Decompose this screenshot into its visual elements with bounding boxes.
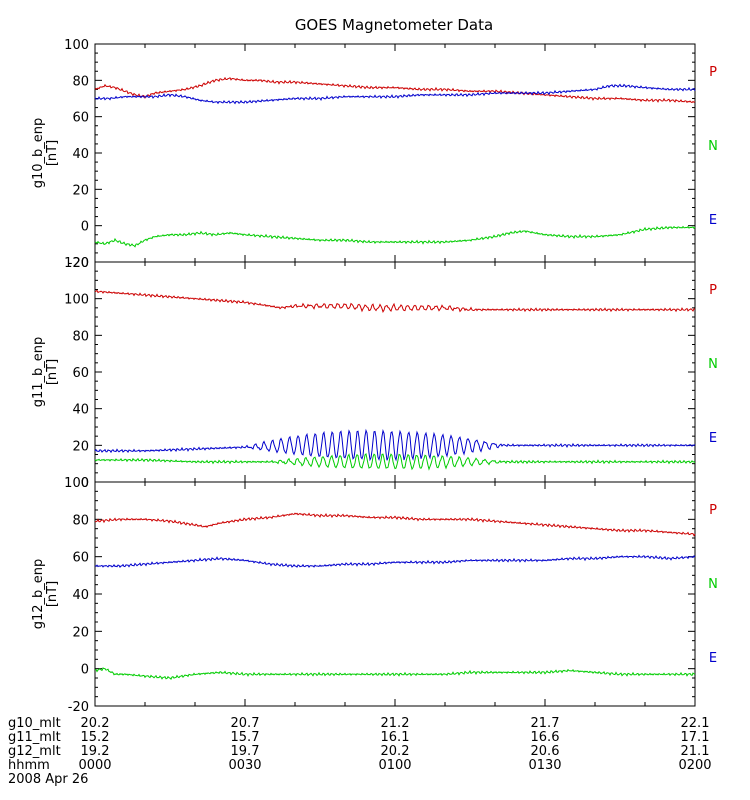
y-axis-unit: [nT] (45, 581, 60, 607)
panel-1: -20 0 20 40 60 80 100 g10_b_enp [nT] P N E (31, 38, 718, 271)
x-tick-label: 16.6 (531, 730, 560, 745)
series-line-E (94, 554, 696, 568)
y-tick-label: 120 (64, 256, 89, 271)
x-tick-label: 15.7 (231, 730, 260, 745)
x-tick-label: 20.2 (81, 716, 110, 731)
series-line-N (94, 225, 696, 248)
y-axis-unit: [nT] (45, 359, 60, 385)
y-axis-label: g10_b_enp (31, 118, 46, 189)
x-tick-label: 0000 (78, 758, 111, 773)
series-line-N (94, 667, 696, 680)
series-line-P (94, 512, 696, 537)
y-tick-label: 20 (72, 625, 89, 640)
x-tick-label: 21.7 (531, 716, 560, 731)
x-tick-label: 19.7 (231, 744, 260, 759)
y-tick-label: -20 (68, 256, 89, 271)
y-tick-label: 100 (64, 38, 89, 53)
x-tick-label: 21.2 (381, 716, 410, 731)
series-line-N (94, 453, 696, 471)
x-tick-label: 16.1 (381, 730, 410, 745)
x-tick-label: 17.1 (681, 730, 710, 745)
series-line-E (94, 83, 696, 105)
legend-N: N (708, 577, 718, 592)
plot-frame (94, 43, 696, 263)
legend-N: N (708, 357, 718, 372)
date-label: 2008 Apr 26 (8, 772, 88, 787)
panel-3: -20 0 20 40 60 80 100 g12_b_enp [nT] P N E (31, 476, 718, 715)
x-row-label: g12_mlt (8, 744, 61, 759)
x-row-label: g10_mlt (8, 716, 61, 731)
legend-E: E (709, 651, 717, 666)
y-tick-label: 80 (72, 329, 89, 344)
y-tick-label: 20 (72, 183, 89, 198)
x-tick-label: 0130 (528, 758, 561, 773)
x-tick-label: 0200 (678, 758, 711, 773)
chart-title: GOES Magnetometer Data (295, 16, 493, 34)
legend-E: E (709, 431, 717, 446)
x-tick-label: 0030 (228, 758, 261, 773)
y-tick-label: 60 (72, 551, 89, 566)
x-tick-label: 15.2 (81, 730, 110, 745)
panel-2: 0 20 40 60 80 100 120 g11_b_enp [nT] P N E (31, 256, 718, 491)
y-tick-label: 0 (81, 476, 89, 491)
y-axis-unit: [nT] (45, 140, 60, 166)
y-tick-label: 100 (64, 293, 89, 308)
legend-E: E (709, 213, 717, 228)
y-tick-label: 80 (72, 513, 89, 528)
legend-P: P (709, 503, 717, 518)
x-row-label: hhmm (8, 758, 50, 773)
x-tick-label: 19.2 (81, 744, 110, 759)
legend-P: P (709, 283, 717, 298)
x-row-label: g11_mlt (8, 730, 61, 745)
legend-P: P (709, 65, 717, 80)
legend-N: N (708, 139, 718, 154)
x-tick-label: 21.1 (681, 744, 710, 759)
series-line-P (94, 289, 696, 313)
y-tick-label: 40 (72, 147, 89, 162)
x-tick-label: 22.1 (681, 716, 710, 731)
y-tick-label: 0 (81, 663, 89, 678)
y-tick-label: 20 (72, 439, 89, 454)
y-axis-label: g11_b_enp (31, 337, 46, 408)
series-line-P (94, 76, 696, 104)
x-tick-label: 20.6 (531, 744, 560, 759)
y-tick-label: 80 (72, 74, 89, 89)
y-tick-label: 40 (72, 588, 89, 603)
y-tick-label: -20 (68, 700, 89, 715)
x-tick-label: 0100 (378, 758, 411, 773)
y-axis-label: g12_b_enp (31, 559, 46, 630)
x-tick-label: 20.2 (381, 744, 410, 759)
y-tick-label: 100 (64, 476, 89, 491)
series-line-E (94, 428, 696, 462)
x-axis-labels: g10_mlt 20.2 20.7 21.2 21.7 22.1 g11_mlt 15.2 15… (8, 716, 712, 787)
x-tick-label: 20.7 (231, 716, 260, 731)
y-tick-label: 60 (72, 111, 89, 126)
y-tick-label: 60 (72, 366, 89, 381)
y-tick-label: 40 (72, 403, 89, 418)
y-tick-label: 0 (81, 220, 89, 235)
